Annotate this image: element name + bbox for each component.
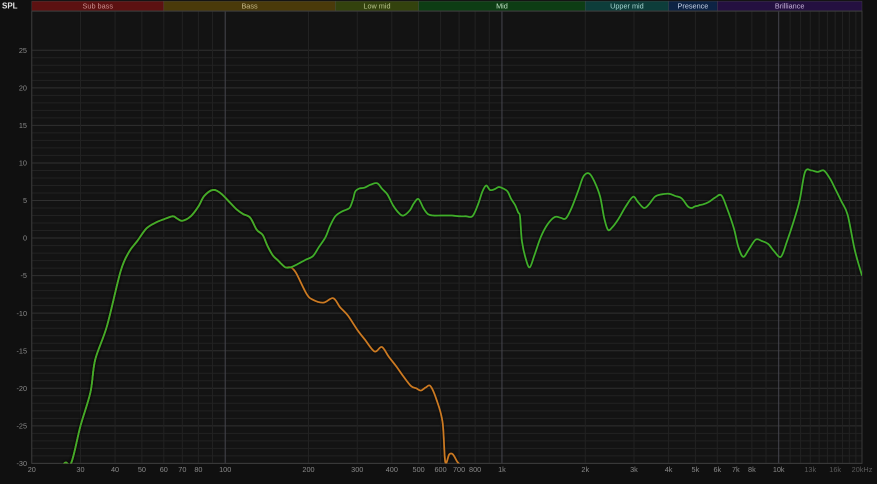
svg-text:5: 5 [23, 196, 27, 205]
svg-text:300: 300 [351, 465, 363, 474]
svg-text:7k: 7k [732, 465, 740, 474]
svg-text:Brilliance: Brilliance [775, 2, 805, 11]
svg-text:20kHz: 20kHz [852, 465, 873, 474]
svg-text:2k: 2k [581, 465, 589, 474]
svg-text:600: 600 [434, 465, 446, 474]
svg-text:400: 400 [386, 465, 398, 474]
svg-text:13k: 13k [804, 465, 816, 474]
svg-text:16k: 16k [829, 465, 841, 474]
svg-text:30: 30 [76, 465, 84, 474]
svg-text:5k: 5k [692, 465, 700, 474]
svg-text:Upper mid: Upper mid [610, 2, 644, 11]
svg-text:SPL: SPL [2, 2, 18, 11]
svg-text:25: 25 [19, 46, 27, 55]
svg-text:10: 10 [19, 159, 27, 168]
svg-text:8k: 8k [748, 465, 756, 474]
svg-text:-20: -20 [16, 384, 27, 393]
svg-text:500: 500 [413, 465, 425, 474]
svg-text:6k: 6k [713, 465, 721, 474]
svg-text:20: 20 [19, 83, 27, 92]
svg-text:-15: -15 [16, 346, 27, 355]
svg-text:4k: 4k [665, 465, 673, 474]
svg-text:-5: -5 [21, 271, 28, 280]
svg-text:60: 60 [160, 465, 168, 474]
svg-text:1k: 1k [498, 465, 506, 474]
svg-text:200: 200 [302, 465, 314, 474]
svg-text:700: 700 [453, 465, 465, 474]
svg-text:800: 800 [469, 465, 481, 474]
svg-text:-10: -10 [16, 309, 27, 318]
svg-text:0: 0 [23, 234, 27, 243]
svg-text:80: 80 [194, 465, 202, 474]
svg-text:100: 100 [219, 465, 231, 474]
svg-text:50: 50 [138, 465, 146, 474]
svg-text:Mid: Mid [496, 2, 508, 11]
svg-text:70: 70 [178, 465, 186, 474]
svg-text:10k: 10k [773, 465, 785, 474]
svg-text:20: 20 [28, 465, 36, 474]
svg-text:Bass: Bass [241, 2, 258, 11]
svg-text:40: 40 [111, 465, 119, 474]
svg-text:-25: -25 [16, 421, 27, 430]
svg-text:Low mid: Low mid [363, 2, 390, 11]
svg-text:15: 15 [19, 121, 27, 130]
svg-text:3k: 3k [630, 465, 638, 474]
svg-text:Presence: Presence [678, 2, 709, 11]
svg-text:Sub bass: Sub bass [83, 2, 114, 11]
svg-text:-30: -30 [16, 459, 27, 468]
